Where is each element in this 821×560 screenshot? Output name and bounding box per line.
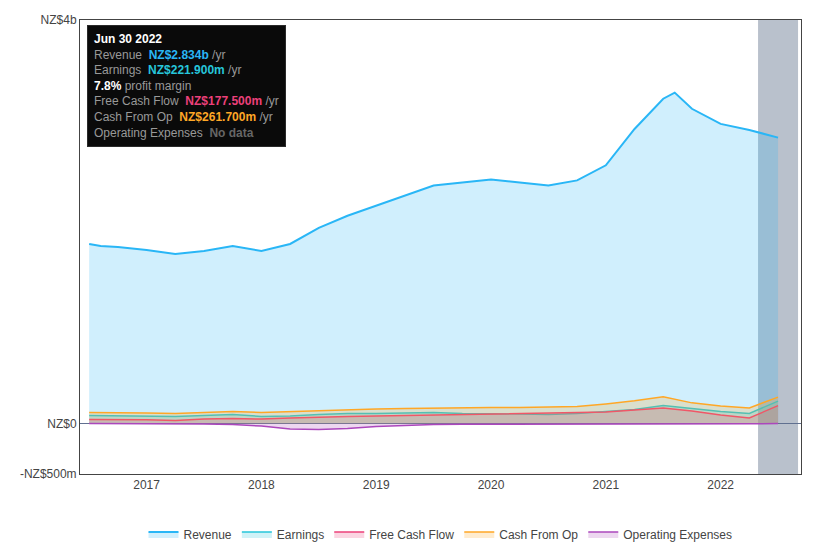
svg-text:Revenue: Revenue xyxy=(184,528,232,542)
svg-text:2021: 2021 xyxy=(592,478,619,492)
svg-text:2022: 2022 xyxy=(707,478,734,492)
svg-text:2019: 2019 xyxy=(363,478,390,492)
svg-text:2017: 2017 xyxy=(133,478,160,492)
svg-text:NZ$4b: NZ$4b xyxy=(41,13,77,27)
svg-text:Free Cash Flow: Free Cash Flow xyxy=(369,528,454,542)
svg-text:Jun 30 2022Revenue NZ$2.834b: Jun 30 2022Revenue NZ$2.834b /yrEarnings… xyxy=(94,32,279,140)
svg-text:Earnings: Earnings xyxy=(277,528,324,542)
svg-text:Operating Expenses: Operating Expenses xyxy=(623,528,732,542)
svg-text:Cash From Op: Cash From Op xyxy=(499,528,578,542)
svg-text:2020: 2020 xyxy=(478,478,505,492)
svg-text:-NZ$500m: -NZ$500m xyxy=(20,467,77,481)
svg-text:2018: 2018 xyxy=(248,478,275,492)
svg-text:NZ$0: NZ$0 xyxy=(47,417,77,431)
